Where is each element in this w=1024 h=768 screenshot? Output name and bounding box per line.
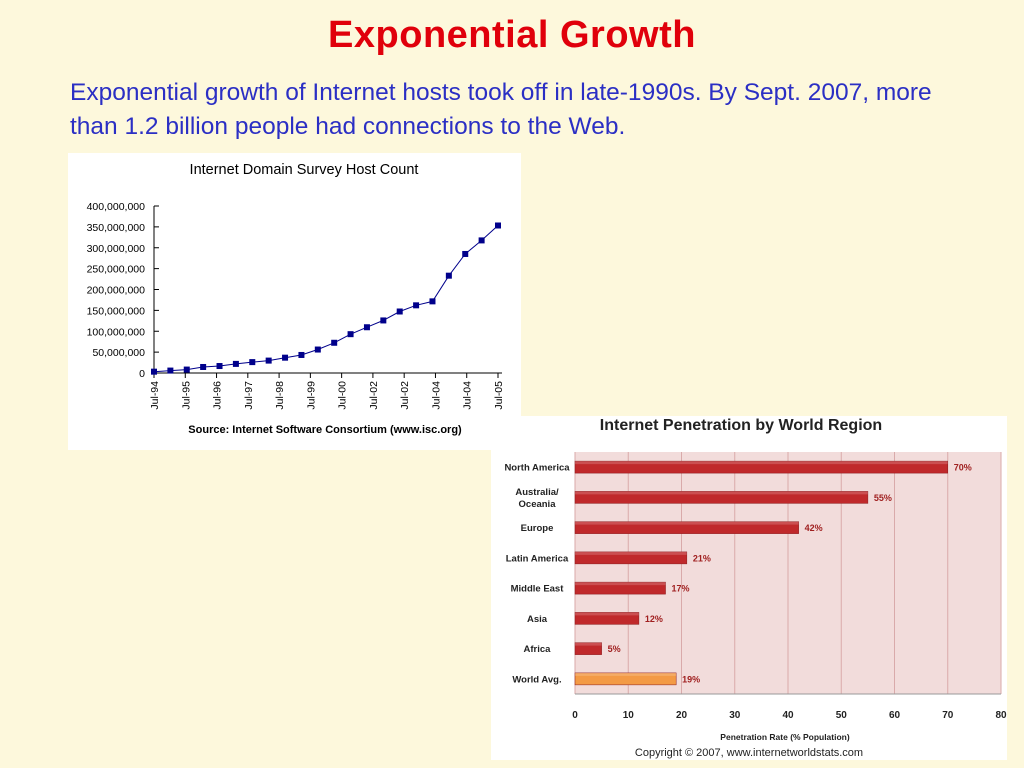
penetration-x-tick-label: 50 (836, 710, 848, 721)
host-data-point (151, 368, 157, 375)
penetration-x-tick-label: 10 (623, 710, 635, 721)
host-y-tick-label: 250,000,000 (87, 264, 146, 276)
penetration-bar (574, 551, 688, 565)
slide-body-text: Exponential growth of Internet hosts too… (70, 79, 932, 140)
penetration-x-tick-label: 60 (889, 710, 901, 721)
penetration-chart: Internet Penetration by World Region Pen… (491, 416, 1007, 760)
host-x-tick-label: Jul-02 (399, 381, 411, 410)
penetration-bar (574, 642, 602, 655)
penetration-category-label: Oceania (519, 499, 557, 510)
host-y-tick-label: 100,000,000 (87, 326, 146, 338)
host-data-point (331, 339, 338, 346)
host-data-point (167, 367, 174, 374)
host-x-tick-label: Jul-96 (212, 381, 224, 410)
host-y-tick-label: 300,000,000 (87, 243, 146, 255)
slide-title: Exponential Growth (328, 14, 696, 56)
penetration-bar-highlight (575, 461, 948, 465)
host-count-chart-title: Internet Domain Survey Host Count (190, 162, 419, 178)
host-x-tick-label: Jul-97 (243, 381, 255, 410)
host-data-point (478, 237, 485, 244)
host-y-tick-label: 150,000,000 (87, 305, 146, 317)
host-x-tick-label: Jul-98 (274, 381, 286, 410)
host-data-point (429, 298, 436, 305)
penetration-bar (574, 672, 677, 686)
host-data-point (413, 302, 420, 309)
host-x-tick-label: Jul-99 (305, 381, 317, 410)
host-y-tick-label: 200,000,000 (87, 285, 146, 297)
host-x-tick-label: Jul-04 (462, 381, 474, 410)
host-data-point (347, 331, 354, 338)
penetration-x-tick-label: 30 (729, 710, 741, 721)
penetration-bar-highlight (575, 491, 868, 495)
penetration-x-tick-label: 0 (572, 710, 578, 721)
host-data-point (282, 354, 289, 361)
host-data-point (396, 308, 403, 315)
host-x-tick-label: Jul-94 (149, 381, 161, 410)
host-x-tick-label: Jul-95 (180, 381, 192, 410)
penetration-category-label: North America (504, 463, 570, 474)
penetration-x-tick-label: 20 (676, 710, 688, 721)
penetration-bar (574, 521, 799, 534)
host-data-point (232, 360, 239, 367)
host-series-line (153, 225, 499, 373)
penetration-category-label: World Avg. (512, 674, 561, 685)
host-x-tick-label: Jul-02 (368, 381, 380, 410)
penetration-x-tick-label: 70 (942, 710, 954, 721)
host-data-point (249, 359, 256, 366)
host-data-point (265, 357, 272, 364)
host-y-tick-label: 400,000,000 (87, 201, 146, 213)
penetration-chart-svg: Internet Penetration by World Region Pen… (504, 417, 1007, 759)
penetration-category-label: Middle East (511, 584, 565, 595)
penetration-bar-highlight (575, 582, 666, 586)
host-x-tick-label: Jul-04 (430, 381, 442, 410)
penetration-value-label: 55% (874, 493, 892, 503)
host-y-tick-label: 350,000,000 (87, 222, 146, 234)
host-x-tick-label: Jul-05 (493, 381, 505, 410)
penetration-chart-title: Internet Penetration by World Region (600, 417, 882, 434)
host-data-point (314, 346, 321, 353)
host-data-point (445, 272, 452, 279)
penetration-bar-highlight (575, 672, 677, 676)
penetration-category-label: Latin America (506, 553, 569, 564)
penetration-value-label: 19% (682, 674, 700, 684)
penetration-x-axis-label: Penetration Rate (% Population) (720, 732, 850, 742)
penetration-bar-highlight (575, 612, 639, 616)
host-count-chart: Internet Domain Survey Host Count Source… (68, 153, 521, 450)
penetration-value-label: 5% (608, 644, 621, 654)
penetration-value-label: 21% (693, 553, 711, 563)
penetration-value-label: 17% (672, 584, 690, 594)
host-data-point (380, 317, 387, 324)
penetration-bar-highlight (575, 551, 687, 555)
host-y-tick-label: 0 (139, 368, 145, 380)
host-y-tick-label: 50,000,000 (92, 347, 145, 359)
host-data-point (200, 363, 207, 370)
penetration-bar (574, 491, 869, 504)
penetration-x-tick-label: 80 (995, 710, 1007, 721)
host-data-point (363, 324, 370, 331)
penetration-category-label: Europe (521, 523, 554, 534)
penetration-copyright: Copyright © 2007, www.internetworldstats… (635, 747, 863, 759)
penetration-value-label: 12% (645, 614, 663, 624)
host-data-point (183, 366, 190, 373)
penetration-category-label: Africa (524, 644, 552, 655)
penetration-bar-highlight (575, 642, 602, 646)
penetration-bar (574, 612, 640, 625)
penetration-category-label: Australia/ (515, 487, 559, 498)
host-data-point (298, 351, 305, 358)
penetration-value-label: 42% (805, 523, 823, 533)
penetration-bar (574, 581, 666, 595)
penetration-value-label: 70% (954, 463, 972, 473)
host-data-point (495, 222, 501, 229)
penetration-bar-highlight (575, 521, 799, 525)
host-data-point (462, 250, 469, 257)
host-count-chart-source: Source: Internet Software Consortium (ww… (188, 424, 462, 436)
penetration-bar (574, 460, 948, 474)
penetration-x-tick-label: 40 (782, 710, 794, 721)
host-count-chart-svg: Internet Domain Survey Host Count Source… (87, 162, 505, 436)
penetration-category-label: Asia (527, 614, 548, 625)
host-data-point (216, 363, 223, 370)
host-x-tick-label: Jul-00 (337, 381, 349, 410)
